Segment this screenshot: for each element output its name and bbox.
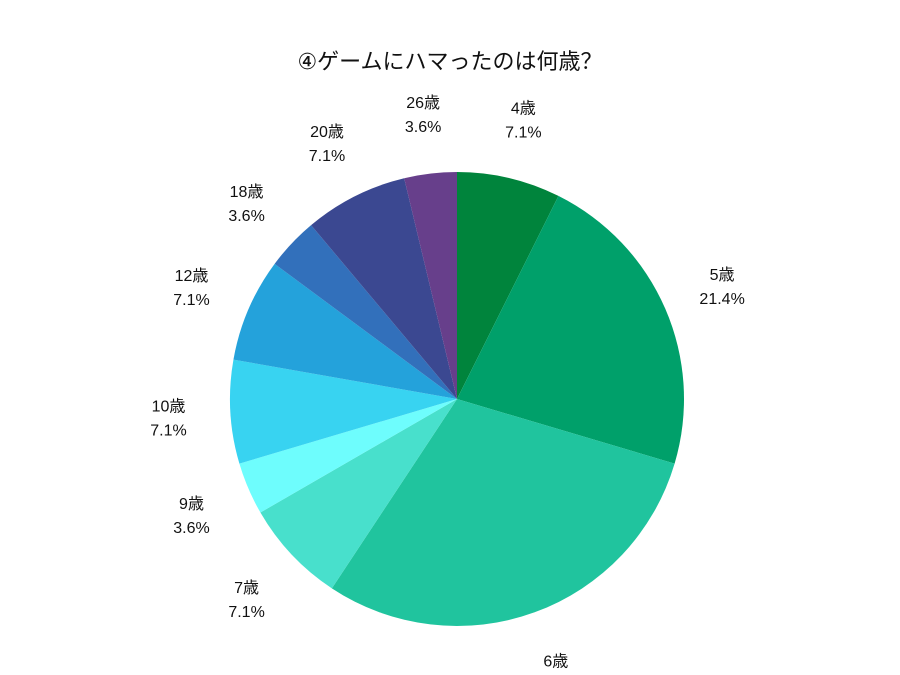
slice-value-label: 3.6% bbox=[228, 208, 264, 225]
slice-category-label: 20歳 bbox=[310, 123, 344, 141]
pie-slice-7歳 bbox=[260, 399, 457, 589]
pie-slice-20歳 bbox=[311, 178, 457, 399]
slice-label-group: 7歳 7.1% bbox=[228, 579, 264, 621]
slice-value-label: 7.1% bbox=[228, 604, 264, 621]
pie-slice-4歳 bbox=[457, 172, 559, 399]
slice-category-label: 18歳 bbox=[230, 183, 264, 201]
slice-value-label: 3.6% bbox=[173, 520, 209, 537]
slice-value-label: 7.1% bbox=[309, 148, 345, 165]
pie-slice-9歳 bbox=[239, 399, 457, 513]
slice-category-label: 6歳 bbox=[543, 653, 568, 671]
pie-slice-26歳 bbox=[404, 172, 457, 399]
chart-title: ④ゲームにハマったのは何歳？ bbox=[297, 50, 603, 75]
slice-category-label: 4歳 bbox=[511, 100, 536, 118]
slice-category-label: 9歳 bbox=[179, 495, 204, 513]
pie-slice-10歳 bbox=[230, 359, 457, 464]
slice-value-label: 7.1% bbox=[173, 292, 209, 309]
slice-label-group: 18歳 3.6% bbox=[228, 183, 264, 225]
pie-slice-12歳 bbox=[233, 263, 457, 399]
slice-label-group: 4歳 7.1% bbox=[505, 100, 541, 142]
slice-category-label: 7歳 bbox=[234, 579, 259, 597]
slice-label-group: 6歳28.6% bbox=[543, 653, 568, 671]
slice-label-group: 20歳 7.1% bbox=[309, 123, 345, 165]
slice-label-group: 26歳 3.6% bbox=[405, 94, 441, 136]
slice-label-group: 9歳 3.6% bbox=[173, 495, 209, 537]
slice-value-label: 3.6% bbox=[405, 119, 441, 136]
slice-value-label: 7.1% bbox=[505, 125, 541, 142]
pie-slice-18歳 bbox=[274, 225, 457, 399]
pie-slice-6歳 bbox=[331, 399, 675, 626]
slice-label-group: 12歳 7.1% bbox=[173, 267, 209, 309]
pie-slice-5歳 bbox=[457, 195, 684, 464]
slice-category-label: 26歳 bbox=[406, 94, 440, 112]
slice-value-label: 21.4% bbox=[699, 291, 744, 308]
slice-category-label: 5歳 bbox=[710, 266, 735, 284]
slice-value-label: 7.1% bbox=[150, 422, 186, 439]
slice-label-group: 5歳 21.4% bbox=[699, 266, 744, 308]
slice-label-group: 10歳 7.1% bbox=[150, 397, 186, 439]
slice-category-label: 10歳 bbox=[152, 397, 186, 415]
slice-category-label: 12歳 bbox=[175, 267, 209, 285]
